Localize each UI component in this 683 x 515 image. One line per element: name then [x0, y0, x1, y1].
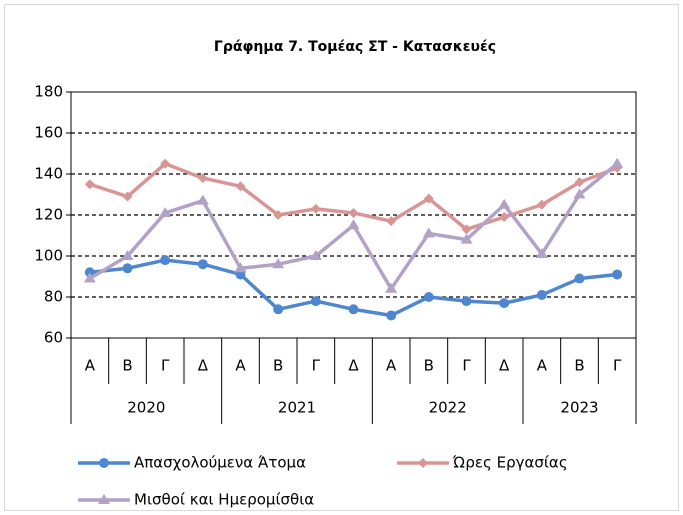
legend-label: Απασχολούμενα Άτομα	[134, 454, 306, 472]
x-tick-label: Β	[574, 357, 584, 375]
point	[386, 216, 397, 227]
point	[574, 273, 585, 284]
legend-marker	[99, 458, 109, 468]
point	[499, 212, 510, 223]
point	[348, 207, 359, 218]
point	[460, 233, 473, 244]
y-tick-label: 140	[34, 165, 63, 183]
point	[573, 188, 586, 199]
point	[273, 210, 284, 220]
point	[574, 177, 585, 188]
plot-border	[70, 91, 637, 339]
x-tick-label: Α	[537, 357, 548, 375]
y-tick-label: 160	[34, 124, 63, 142]
x-group-label: 2020	[127, 399, 165, 417]
legend-marker	[418, 458, 428, 468]
x-tick-label: Γ	[462, 357, 471, 375]
x-tick-label: Α	[235, 357, 246, 375]
legend-label: Μισθοί και Ημερομίσθια	[134, 491, 314, 509]
point	[423, 193, 434, 204]
legend-label: Ώρες Εργασίας	[452, 454, 568, 472]
point	[310, 203, 321, 214]
point	[196, 194, 209, 205]
x-tick-label: Γ	[161, 357, 170, 375]
point	[84, 179, 95, 190]
point	[536, 199, 547, 210]
point	[348, 304, 359, 315]
x-tick-label: Β	[273, 357, 283, 375]
x-tick-label: Γ	[312, 357, 321, 375]
point	[84, 267, 95, 278]
point	[159, 206, 172, 217]
point	[499, 298, 510, 309]
x-tick-label: Γ	[613, 357, 622, 375]
point	[197, 173, 208, 184]
point	[122, 263, 133, 274]
x-tick-label: Α	[386, 357, 397, 375]
point	[160, 158, 171, 169]
point	[234, 262, 247, 273]
x-tick-label: Δ	[499, 357, 510, 375]
point	[347, 219, 360, 230]
y-tick-label: 120	[34, 206, 63, 224]
point	[197, 259, 208, 270]
x-tick-label: Β	[122, 357, 132, 375]
point	[423, 292, 434, 302]
x-group-label: 2021	[278, 399, 316, 417]
point	[121, 250, 134, 260]
point	[122, 191, 133, 202]
point	[461, 224, 472, 235]
point	[461, 296, 472, 307]
point	[272, 258, 285, 269]
y-tick-label: 180	[34, 83, 63, 101]
x-tick-label: Β	[424, 357, 434, 375]
x-group-label: 2023	[560, 399, 598, 417]
y-tick-label: 80	[44, 288, 63, 306]
y-tick-label: 60	[44, 329, 63, 347]
point	[235, 181, 246, 192]
point	[535, 247, 548, 258]
point	[422, 227, 435, 238]
point	[385, 282, 398, 293]
x-group-label: 2022	[429, 399, 467, 417]
legend-marker	[98, 494, 110, 504]
point	[612, 269, 623, 280]
point	[536, 289, 547, 300]
point	[309, 250, 322, 260]
point	[160, 255, 171, 266]
y-tick-label: 100	[34, 247, 63, 265]
point	[273, 304, 284, 315]
point	[83, 272, 96, 283]
x-tick-label: Α	[85, 357, 96, 375]
x-tick-label: Δ	[348, 357, 359, 375]
chart-title: Γράφημα 7. Τομέας ΣΤ - Κατασκευές	[214, 39, 496, 55]
x-tick-label: Δ	[198, 357, 209, 375]
point	[611, 157, 624, 168]
chart-frame	[4, 4, 679, 511]
point	[498, 198, 511, 209]
point	[386, 310, 397, 321]
point	[310, 296, 321, 307]
